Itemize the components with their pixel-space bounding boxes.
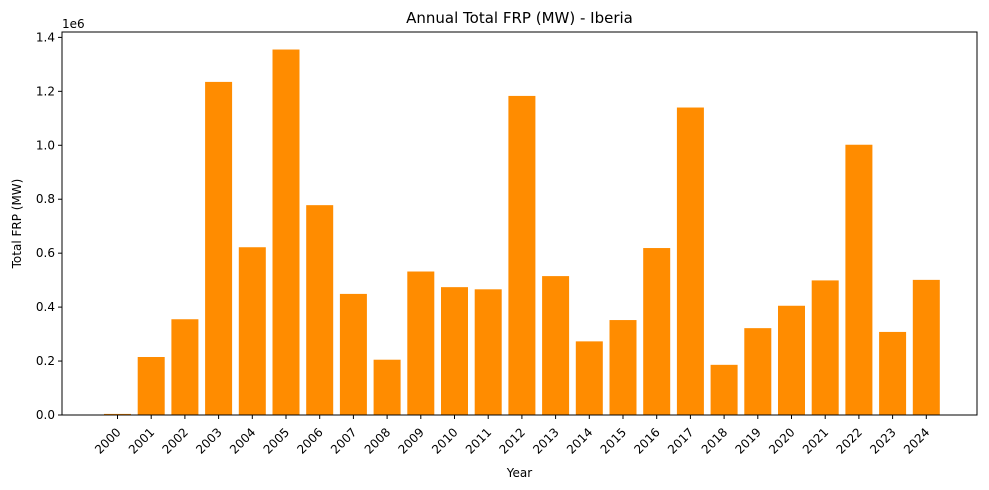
x-tick-label: 2016 — [631, 425, 662, 456]
bar-2002 — [171, 319, 199, 415]
x-tick-label: 2013 — [530, 425, 561, 456]
x-axis-label: Year — [506, 466, 532, 480]
x-tick-label: 2012 — [497, 425, 528, 456]
y-tick-label: 0.0 — [36, 408, 55, 422]
bar-2006 — [306, 205, 334, 415]
bar-2009 — [407, 271, 435, 415]
bar-2003 — [205, 81, 233, 416]
bar-2016 — [643, 248, 671, 415]
bar-2014 — [575, 341, 603, 415]
y-tick-label: 0.4 — [36, 300, 55, 314]
bar-2011 — [474, 289, 502, 415]
x-tick-label: 2007 — [328, 425, 359, 456]
x-tick-label: 2009 — [395, 425, 426, 456]
x-axis-ticks: 2000 2001 2002 2003 2004 2005 2006 2007 2008 2009… — [92, 415, 932, 457]
x-tick-label: 2020 — [766, 425, 797, 456]
bar-2000 — [104, 413, 131, 415]
x-tick-label: 2022 — [834, 425, 865, 456]
bar-2007 — [339, 293, 367, 415]
bars-group — [104, 49, 940, 416]
x-tick-label: 2014 — [564, 425, 595, 456]
x-tick-label: 2015 — [598, 425, 629, 456]
bar-2005 — [272, 49, 300, 415]
y-tick-label: 0.6 — [36, 246, 55, 260]
x-tick-label: 2019 — [732, 425, 763, 456]
bar-2023 — [879, 331, 907, 415]
x-tick-label: 2021 — [800, 425, 831, 456]
x-tick-label: 2011 — [463, 425, 494, 456]
bar-2020 — [778, 305, 805, 415]
chart-title: Annual Total FRP (MW) - Iberia — [406, 9, 633, 27]
bar-2019 — [744, 328, 772, 415]
bar-2012 — [508, 95, 536, 416]
x-tick-label: 2002 — [160, 425, 191, 456]
x-tick-label: 2024 — [901, 425, 932, 456]
x-tick-label: 2004 — [227, 425, 258, 456]
bar-2010 — [441, 287, 468, 415]
x-tick-label: 2023 — [867, 425, 898, 456]
y-tick-label: 0.2 — [36, 354, 55, 368]
bar-2001 — [137, 357, 165, 415]
bar-2015 — [609, 320, 637, 415]
x-tick-label: 2018 — [699, 425, 730, 456]
x-tick-label: 2006 — [294, 425, 325, 456]
bar-2008 — [373, 359, 401, 415]
x-tick-label: 2008 — [362, 425, 393, 456]
y-tick-label: 1.2 — [36, 84, 55, 98]
bar-2018 — [710, 364, 738, 415]
bar-2021 — [811, 280, 839, 415]
x-tick-label: 2017 — [665, 425, 696, 456]
x-tick-label: 2000 — [92, 425, 123, 456]
y-axis-label: Total FRP (MW) — [10, 179, 24, 270]
x-tick-label: 2001 — [126, 425, 157, 456]
bar-2022 — [845, 144, 873, 416]
y-axis-ticks: 0.0 0.2 0.4 0.6 0.8 1.0 1.2 1.4 — [36, 30, 62, 422]
y-tick-label: 1.0 — [36, 138, 55, 152]
x-tick-label: 2010 — [429, 425, 460, 456]
y-tick-label: 1.4 — [36, 30, 55, 44]
x-tick-label: 2003 — [193, 425, 224, 456]
bar-2024 — [912, 279, 940, 415]
y-multiplier-label: 1e6 — [62, 17, 85, 31]
y-tick-label: 0.8 — [36, 192, 55, 206]
plot-frame — [61, 31, 978, 416]
bar-2004 — [238, 247, 266, 415]
bar-2017 — [676, 107, 704, 416]
bar-2013 — [542, 276, 570, 415]
x-tick-label: 2005 — [261, 425, 292, 456]
